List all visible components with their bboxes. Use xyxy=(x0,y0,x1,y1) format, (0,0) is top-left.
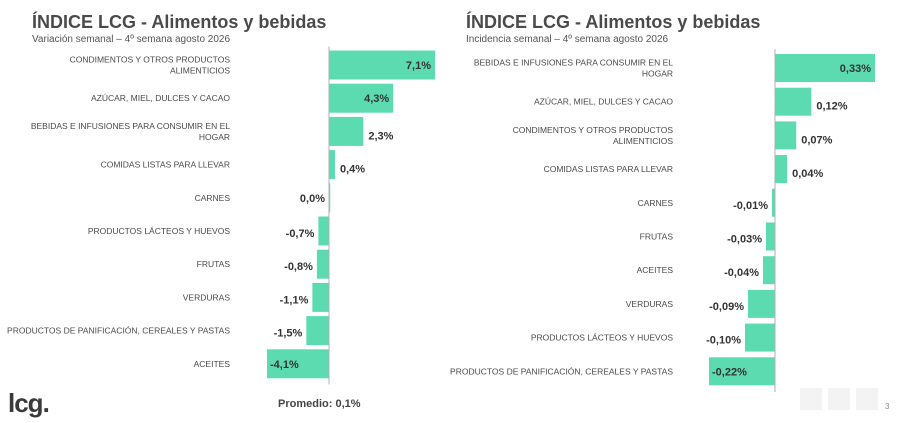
left-value-label-9: -4,1% xyxy=(270,359,299,371)
left-value-label-2: 2,3% xyxy=(368,130,393,142)
right-value-label-2: 0,07% xyxy=(801,134,832,146)
page-number: 3 xyxy=(885,402,890,411)
left-bar-1 xyxy=(329,83,394,113)
left-category-label-2: BEBIDAS E INFUSIONES PARA CONSUMIR EN EL… xyxy=(31,121,230,142)
right-category-label-6: ACEITES xyxy=(637,265,674,275)
left-category-label-8: PRODUCTOS DE PANIFICACIÓN, CEREALES Y PA… xyxy=(7,326,230,336)
left-category-label-1: AZÚCAR, MIEL, DULCES Y CACAO xyxy=(91,93,230,103)
left-category-label-3: COMIDAS LISTAS PARA LLEVAR xyxy=(101,160,230,170)
right-bar-8 xyxy=(745,323,775,352)
decorative-square-1 xyxy=(800,388,822,410)
left-value-label-5: -0,7% xyxy=(286,228,315,240)
left-bar-3 xyxy=(329,150,335,180)
right-bar-4 xyxy=(772,188,775,217)
right-value-label-4: -0,01% xyxy=(733,200,768,212)
right-bar-6 xyxy=(763,256,775,285)
right-bar-3 xyxy=(775,155,788,184)
left-value-label-0: 7,1% xyxy=(406,60,431,72)
left-value-label-1: 4,3% xyxy=(364,93,389,105)
left-value-label-3: 0,4% xyxy=(340,164,365,176)
left-chart-subtitle: Variación semanal – 4º semana agosto 202… xyxy=(32,34,231,45)
right-bar-9 xyxy=(709,357,775,386)
left-bar-chart: CONDIMENTOS Y OTROS PRODUCTOS ALIMENTICIO… xyxy=(7,46,436,385)
right-bar-chart: BEBIDAS E INFUSIONES PARA CONSUMIR EN EL… xyxy=(450,49,875,393)
left-category-label-0: CONDIMENTOS Y OTROS PRODUCTOS ALIMENTICIO… xyxy=(70,55,231,76)
right-bar-5 xyxy=(766,222,775,251)
left-value-label-7: -1,1% xyxy=(280,294,309,306)
decorative-square-3 xyxy=(856,388,878,410)
right-category-label-2: CONDIMENTOS Y OTROS PRODUCTOS ALIMENTICIO… xyxy=(513,125,674,146)
left-bar-5 xyxy=(318,216,329,246)
left-value-label-6: -0,8% xyxy=(284,261,313,273)
left-bar-9 xyxy=(267,349,329,379)
left-bar-4 xyxy=(329,183,331,213)
right-value-label-7: -0,09% xyxy=(709,301,744,313)
left-bar-2 xyxy=(329,116,364,146)
left-bar-7 xyxy=(312,282,329,312)
right-bar-7 xyxy=(748,289,775,318)
right-chart-title: ÍNDICE LCG - Alimentos y bebidas xyxy=(466,12,761,32)
right-category-label-3: COMIDAS LISTAS PARA LLEVAR xyxy=(544,164,673,174)
left-bar-6 xyxy=(316,249,329,279)
right-value-label-5: -0,03% xyxy=(727,234,762,246)
left-value-label-4: 0,0% xyxy=(300,193,325,205)
left-category-label-4: CARNES xyxy=(195,193,231,203)
left-category-label-6: FRUTAS xyxy=(197,259,231,269)
decorative-square-2 xyxy=(828,388,850,410)
right-value-label-1: 0,12% xyxy=(816,101,847,113)
right-category-label-1: AZÚCAR, MIEL, DULCES Y CACAO xyxy=(534,97,673,107)
right-value-label-3: 0,04% xyxy=(792,168,823,180)
left-chart-title: ÍNDICE LCG - Alimentos y bebidas xyxy=(32,12,327,32)
right-bar-1 xyxy=(775,87,812,116)
average-label: Promedio: 0,1% xyxy=(278,398,361,410)
right-chart-subtitle: Incidencia semanal – 4º semana agosto 20… xyxy=(466,34,669,45)
left-bar-0 xyxy=(329,50,436,80)
right-category-label-8: PRODUCTOS LÁCTEOS Y HUEVOS xyxy=(531,333,674,343)
right-category-label-9: PRODUCTOS DE PANIFICACIÓN, CEREALES Y PA… xyxy=(450,366,673,376)
right-category-label-4: CARNES xyxy=(638,198,674,208)
left-category-label-7: VERDURAS xyxy=(183,292,231,302)
right-value-label-6: -0,04% xyxy=(724,267,759,279)
right-bar-2 xyxy=(775,121,797,150)
lcg-logo: lcg. xyxy=(8,388,50,418)
left-category-label-9: ACEITES xyxy=(194,359,231,369)
right-value-label-0: 0,33% xyxy=(840,63,871,75)
right-bar-0 xyxy=(775,54,875,82)
right-category-label-5: FRUTAS xyxy=(640,232,674,242)
left-bar-8 xyxy=(306,316,329,346)
left-category-label-5: PRODUCTOS LÁCTEOS Y HUEVOS xyxy=(88,226,231,236)
right-category-label-0: BEBIDAS E INFUSIONES PARA CONSUMIR EN EL… xyxy=(474,58,673,79)
right-value-label-8: -0,10% xyxy=(706,335,741,347)
right-value-label-9: -0,22% xyxy=(712,366,747,378)
left-value-label-8: -1,5% xyxy=(274,328,303,340)
right-category-label-7: VERDURAS xyxy=(626,299,674,309)
